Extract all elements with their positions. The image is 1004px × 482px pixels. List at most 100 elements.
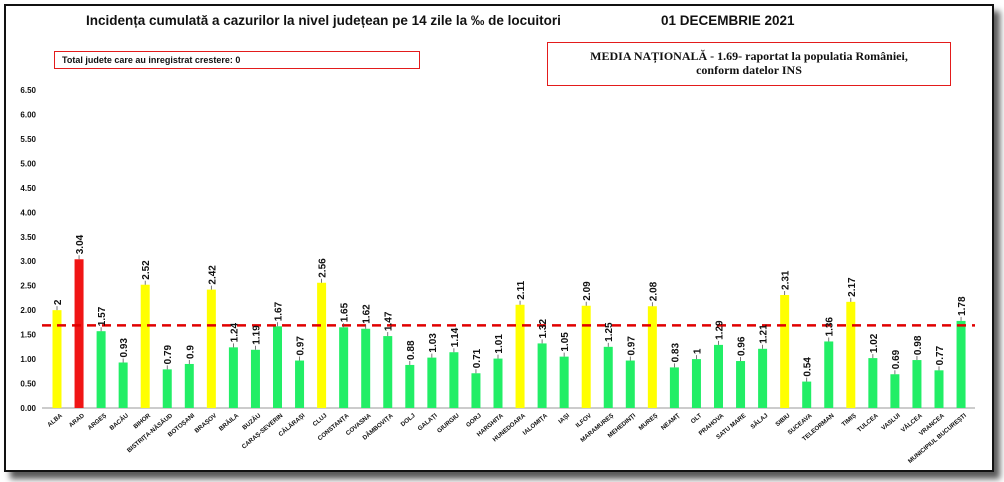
y-tick-label: 4.50 xyxy=(20,184,36,193)
category-label: DOLJ xyxy=(400,412,418,428)
value-label: 2.08 xyxy=(648,281,659,301)
y-tick-label: 6.50 xyxy=(20,86,36,95)
value-label: 1.19 xyxy=(251,325,262,345)
bar xyxy=(537,343,547,408)
category-label: BRAȘOV xyxy=(193,412,218,435)
y-tick-label: 2.50 xyxy=(20,282,36,291)
category-label: TIMIȘ xyxy=(841,412,858,428)
value-label: 0.97 xyxy=(296,336,307,356)
value-label: 0.96 xyxy=(737,336,748,356)
y-tick-label: 1.50 xyxy=(20,331,36,340)
y-tick-label: 6.00 xyxy=(20,110,36,119)
y-tick-label: 5.00 xyxy=(20,159,36,168)
value-label: 1.29 xyxy=(715,320,726,340)
value-label: 3.04 xyxy=(75,234,86,254)
bar xyxy=(934,370,944,408)
bar xyxy=(890,374,900,408)
bar xyxy=(184,363,194,408)
category-label: ARGEȘ xyxy=(87,412,108,432)
y-tick-label: 5.50 xyxy=(20,135,36,144)
value-label: 0.71 xyxy=(472,348,483,368)
value-label: 0.69 xyxy=(891,349,902,369)
growth-note-box: Total judete care au inregistrat crester… xyxy=(54,51,420,69)
category-label: MUREȘ xyxy=(638,412,660,432)
value-label: 1.24 xyxy=(229,322,240,342)
value-label: 1.47 xyxy=(384,311,395,331)
value-label: 0.77 xyxy=(935,345,946,365)
bar xyxy=(449,352,459,408)
value-label: 2.56 xyxy=(318,258,329,278)
national-average-line1: MEDIA NAȚIONALĂ - 1.69- raportat la popu… xyxy=(590,49,908,63)
bar xyxy=(802,381,812,408)
category-label: IALOMIȚA xyxy=(522,412,550,437)
value-label: 2.31 xyxy=(781,270,792,290)
value-label: 1.67 xyxy=(274,301,285,321)
bar xyxy=(52,310,62,408)
y-tick-label: 4.00 xyxy=(20,208,36,217)
category-label: ILFOV xyxy=(575,412,594,430)
category-label: CLUJ xyxy=(312,412,329,428)
value-label: 1.32 xyxy=(538,319,549,339)
category-label: BRĂILA xyxy=(218,412,241,433)
value-label: 1.65 xyxy=(340,302,351,322)
value-label: 0.54 xyxy=(803,357,814,377)
bar xyxy=(669,367,679,408)
bar xyxy=(647,306,657,408)
category-label: ARAD xyxy=(68,412,87,429)
bar xyxy=(625,360,635,408)
bar xyxy=(758,348,768,408)
value-label: 2.52 xyxy=(141,260,152,280)
value-label: 1.78 xyxy=(957,296,968,316)
bar xyxy=(691,359,701,408)
bar xyxy=(824,341,834,408)
bar xyxy=(295,360,305,408)
bar xyxy=(383,336,393,408)
category-label: IAȘI xyxy=(557,412,571,425)
category-label: SIBIU xyxy=(774,412,792,428)
value-label: 2.42 xyxy=(207,265,218,285)
bar xyxy=(228,347,238,408)
bar xyxy=(96,331,106,408)
value-label: 0.97 xyxy=(626,336,637,356)
bar xyxy=(493,358,503,408)
value-label: 2.11 xyxy=(516,280,527,299)
bar xyxy=(736,361,746,408)
value-label: 2 xyxy=(53,299,64,305)
category-label: ALBA xyxy=(46,412,64,429)
value-label: 1.03 xyxy=(428,333,439,353)
value-label: 1.57 xyxy=(97,306,108,326)
value-label: 0.93 xyxy=(119,338,130,358)
bar xyxy=(140,284,150,408)
chart-date: 01 DECEMBRIE 2021 xyxy=(661,13,795,28)
value-label: 1.05 xyxy=(560,332,571,352)
category-label: OLT xyxy=(690,412,704,425)
bar xyxy=(912,360,922,408)
category-label: VASLUI xyxy=(880,412,902,432)
value-label: 2.09 xyxy=(582,281,593,301)
category-label: BACĂU xyxy=(108,412,130,432)
national-average-box: MEDIA NAȚIONALĂ - 1.69- raportat la popu… xyxy=(547,42,951,86)
bar xyxy=(603,346,613,408)
bar xyxy=(515,304,525,408)
value-label: 1.01 xyxy=(494,334,505,354)
category-label: GORJ xyxy=(465,412,483,429)
bar xyxy=(427,357,437,408)
bar xyxy=(339,327,349,408)
y-tick-label: 0.50 xyxy=(20,380,36,389)
bar xyxy=(206,289,216,408)
chart-title: Incidența cumulată a cazurilor la nivel … xyxy=(86,13,561,28)
bar xyxy=(868,358,878,408)
bar xyxy=(581,305,591,408)
category-label: BIHOR xyxy=(132,412,152,431)
bar xyxy=(471,373,481,408)
value-label: 1.25 xyxy=(604,322,615,342)
category-label: GIURGIU xyxy=(436,412,461,435)
bar xyxy=(361,328,371,408)
value-label: 1.02 xyxy=(869,333,880,353)
bar xyxy=(780,294,790,408)
value-label: 0.9 xyxy=(185,345,196,359)
value-label: 0.79 xyxy=(163,344,174,364)
bar xyxy=(74,259,84,408)
value-label: 1.21 xyxy=(759,324,770,344)
bar xyxy=(846,301,856,408)
